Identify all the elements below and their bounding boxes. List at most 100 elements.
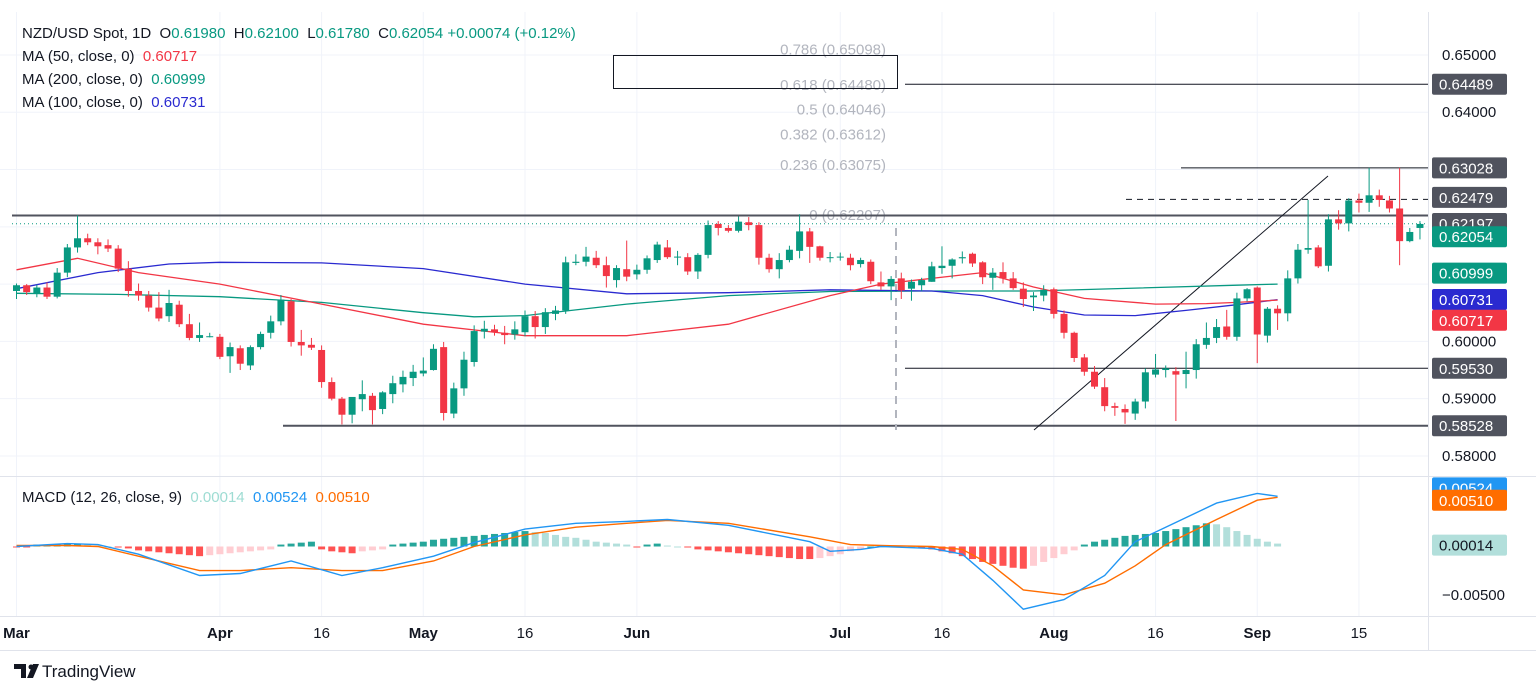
candle-body bbox=[562, 262, 570, 311]
candle-body bbox=[368, 395, 376, 411]
candle-body bbox=[826, 257, 834, 259]
candle-body bbox=[1304, 248, 1312, 250]
price-badge: 0.58528 bbox=[1432, 415, 1507, 437]
moving-averages bbox=[16, 257, 1278, 337]
macd-line bbox=[16, 492, 1278, 610]
candle-body bbox=[1192, 344, 1200, 371]
macd-histogram-bar bbox=[948, 546, 956, 554]
candle-body bbox=[1050, 289, 1058, 314]
price-badge-bg bbox=[1432, 73, 1507, 95]
close-label: C bbox=[378, 25, 389, 42]
candle-body bbox=[775, 260, 783, 270]
candle-body bbox=[114, 248, 122, 269]
candle-body bbox=[1121, 408, 1129, 413]
ma-legend-value: 0.60731 bbox=[151, 94, 205, 111]
price-axis-tick: 0.59000 bbox=[1442, 391, 1496, 408]
candle-body bbox=[297, 341, 305, 346]
candle-body bbox=[338, 398, 346, 415]
macd-histogram-bar bbox=[379, 546, 387, 550]
ma50-line bbox=[16, 257, 1278, 337]
macd-legend-value: 0.00510 bbox=[316, 489, 379, 506]
candle-body bbox=[74, 238, 82, 248]
time-axis-label: Jun bbox=[624, 625, 651, 642]
price-axis-tick: 0.60000 bbox=[1442, 333, 1496, 350]
macd-histogram-bar bbox=[1172, 529, 1180, 547]
price-badge-bg bbox=[1432, 157, 1507, 179]
candle-body bbox=[13, 285, 20, 291]
candle-body bbox=[643, 258, 651, 270]
macd-histogram-bar bbox=[1111, 537, 1119, 547]
macd-histogram-bar bbox=[572, 537, 580, 547]
macd-histogram-bar bbox=[1091, 541, 1099, 547]
macd-histogram-bar bbox=[450, 537, 458, 547]
macd-histogram-bar bbox=[938, 546, 946, 552]
macd-histogram-bar bbox=[490, 533, 498, 547]
candle-body bbox=[1030, 295, 1037, 298]
candle-body bbox=[1213, 327, 1221, 338]
candle-body bbox=[1152, 369, 1160, 375]
candle-body bbox=[633, 269, 641, 275]
macd-histogram-bar bbox=[521, 531, 529, 547]
macd-histogram-bar bbox=[135, 546, 143, 551]
macd-histogram-bar bbox=[399, 543, 407, 547]
macd-histogram-bar bbox=[1040, 546, 1048, 562]
candle-body bbox=[1111, 406, 1119, 408]
macd-histogram-bar bbox=[714, 546, 722, 552]
low-value: 0.61780 bbox=[316, 25, 379, 42]
macd-histogram-bar bbox=[633, 546, 641, 548]
candle-body bbox=[1365, 195, 1373, 203]
candle-body bbox=[450, 388, 458, 414]
candle-body bbox=[358, 394, 366, 400]
price-badge: 0.60999 bbox=[1432, 262, 1507, 284]
candle-body bbox=[328, 382, 336, 399]
candle-body bbox=[1060, 313, 1068, 333]
macd-legend: MACD (12, 26, close, 9) 0.00014 0.00524 … bbox=[22, 489, 378, 506]
price-badge-label: 0.60731 bbox=[1439, 292, 1493, 309]
macd-histogram-bar bbox=[1131, 534, 1139, 547]
price-badge-bg bbox=[1432, 357, 1507, 379]
macd-histogram-bar bbox=[1213, 524, 1221, 547]
candle-body bbox=[541, 312, 549, 328]
candle-body bbox=[674, 256, 682, 258]
macd-histogram-bar bbox=[389, 544, 397, 547]
macd-histogram-bar bbox=[348, 546, 356, 554]
price-badge-label: 0.59530 bbox=[1439, 361, 1493, 378]
ohlc-legend: NZD/USD Spot, 1D O0.61980 H0.62100 L0.61… bbox=[22, 25, 576, 42]
candle-body bbox=[521, 316, 529, 333]
macd-histogram-bar bbox=[1019, 546, 1027, 569]
candle-body bbox=[663, 247, 671, 258]
candle-body bbox=[1314, 247, 1322, 267]
candle-body bbox=[511, 329, 519, 335]
macd-histogram-bar bbox=[145, 546, 153, 552]
time-axis-label: Jul bbox=[829, 625, 851, 642]
macd-histogram-bar bbox=[419, 541, 427, 547]
macd-histogram-bar bbox=[368, 546, 376, 551]
candle-body bbox=[206, 336, 214, 338]
price-badge-label: 0.60999 bbox=[1439, 266, 1493, 283]
macd-histogram-bar bbox=[765, 546, 773, 557]
price-badge-label: 0.63028 bbox=[1439, 160, 1493, 177]
candle-body bbox=[94, 242, 102, 247]
candle-body bbox=[348, 396, 356, 415]
macd-legend-value: 0.00014 bbox=[190, 489, 253, 506]
macd-histogram-bar bbox=[1101, 539, 1109, 547]
candle-body bbox=[999, 272, 1007, 279]
price-badge-label: 0.58528 bbox=[1439, 418, 1493, 435]
macd-histogram-bar bbox=[958, 546, 966, 557]
candle-body bbox=[1131, 401, 1139, 414]
ma-legend-value: 0.60999 bbox=[151, 71, 205, 88]
candle-body bbox=[1375, 195, 1383, 200]
candle-body bbox=[735, 221, 743, 231]
legend: NZD/USD Spot, 1D O0.61980 H0.62100 L0.61… bbox=[14, 25, 576, 681]
macd-histogram-bar bbox=[124, 546, 132, 549]
macd-histogram-bar bbox=[470, 535, 478, 547]
candle-body bbox=[135, 290, 143, 296]
macd-histogram-bar bbox=[287, 543, 295, 547]
time-axis-label: 16 bbox=[1147, 625, 1164, 642]
candle-body bbox=[389, 383, 397, 395]
candle-body bbox=[1202, 337, 1210, 345]
candle-body bbox=[989, 272, 997, 278]
candle-body bbox=[928, 266, 936, 282]
